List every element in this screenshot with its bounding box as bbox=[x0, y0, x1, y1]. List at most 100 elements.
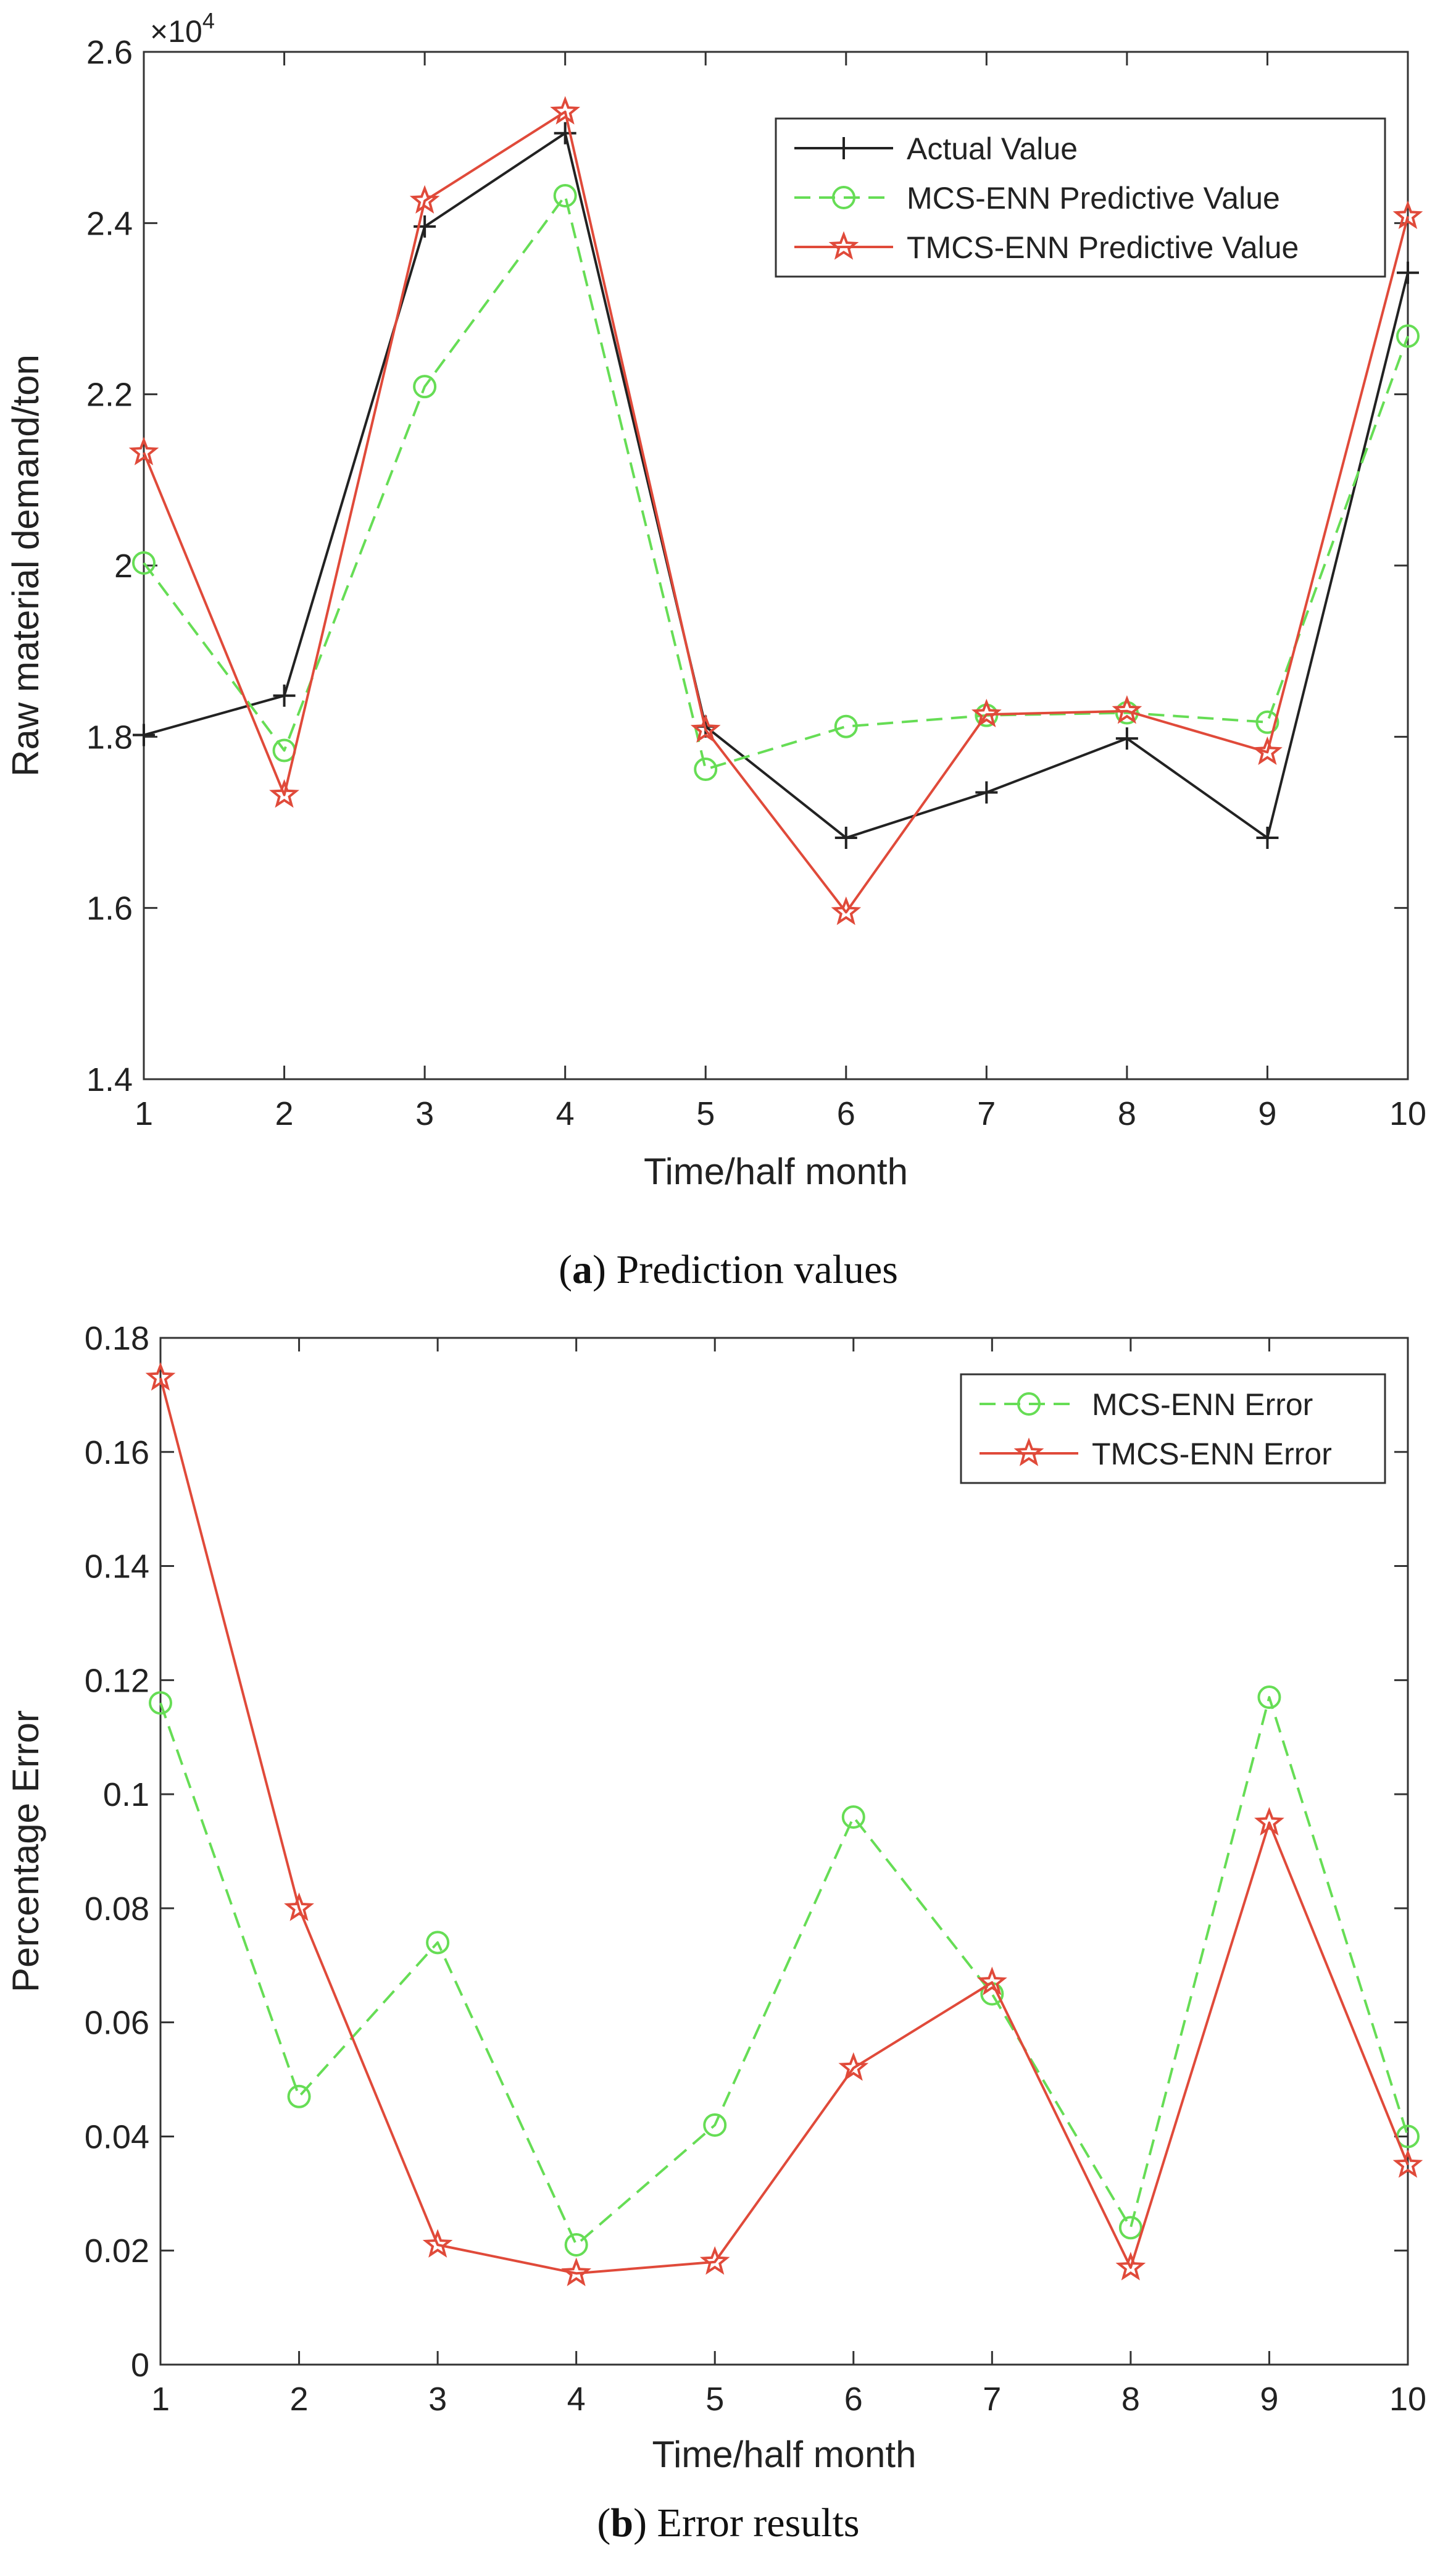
point-b-0-4 bbox=[564, 2232, 588, 2257]
series-line-a-0 bbox=[143, 132, 1409, 839]
point-b-1-7 bbox=[976, 1966, 1007, 1995]
y-tick-label-b-0.02: 0.02 bbox=[85, 2232, 149, 2270]
point-a-1-1 bbox=[132, 551, 156, 575]
series-line-b-0 bbox=[159, 1696, 1409, 2246]
point-a-2-9 bbox=[1252, 736, 1283, 766]
point-b-0-3 bbox=[426, 1931, 450, 1955]
x-tick-label-b-5: 5 bbox=[705, 2381, 724, 2418]
y-tick-label-a-1.6: 1.6 bbox=[86, 890, 133, 927]
x-tick-label-b-2: 2 bbox=[290, 2381, 309, 2418]
point-b-1-10 bbox=[1392, 2149, 1423, 2178]
y-tick-label-a-2.4: 2.4 bbox=[86, 205, 133, 242]
point-b-1-5 bbox=[699, 2246, 730, 2275]
x-tick-label-b-8: 8 bbox=[1121, 2381, 1140, 2418]
x-tick-label-b-4: 4 bbox=[567, 2381, 586, 2418]
series-line-b-1 bbox=[159, 1377, 1409, 2275]
y-axis-label-a: Raw material demand/ton bbox=[5, 354, 46, 777]
legend-label-b-0: MCS-ENN Error bbox=[1092, 1387, 1313, 1422]
y-tick-label-b-0.1: 0.1 bbox=[103, 1776, 149, 1813]
legend-a: Actual Value MCS-ENN Predictive Value TMCS… bbox=[775, 117, 1386, 278]
point-a-2-1 bbox=[128, 436, 159, 466]
caption-b: (b) Error results bbox=[597, 2500, 859, 2546]
x-tick-label-b-3: 3 bbox=[428, 2381, 447, 2418]
y-tick-label-b-0.14: 0.14 bbox=[85, 1548, 149, 1585]
plot-area-b: 1 2 3 4 5 6 7 8 9 10 0 0.02 0.04 0.06 0.08 0.1 0.12 0.14 0… bbox=[5, 1320, 1426, 2475]
x-tick-label-a-8: 8 bbox=[1118, 1095, 1136, 1132]
point-a-2-4 bbox=[550, 96, 581, 125]
x-tick-label-a-6: 6 bbox=[837, 1095, 855, 1132]
point-a-0-8 bbox=[1115, 727, 1138, 750]
point-b-0-9 bbox=[1257, 1685, 1281, 1710]
y-tick-label-a-2: 2 bbox=[114, 548, 133, 585]
point-a-2-6 bbox=[831, 896, 862, 925]
y-tick-label-b-0.04: 0.04 bbox=[85, 2118, 149, 2155]
x-tick-label-a-10: 10 bbox=[1389, 1095, 1426, 1132]
point-b-1-8 bbox=[1115, 2252, 1146, 2281]
point-a-1-9 bbox=[1255, 710, 1279, 734]
y-tick-label-b-0.06: 0.06 bbox=[85, 2005, 149, 2042]
point-a-0-4 bbox=[554, 122, 576, 144]
point-b-0-6 bbox=[841, 1805, 865, 1829]
y-tick-label-a-1.4: 1.4 bbox=[86, 1061, 133, 1098]
x-tick-label-a-1: 1 bbox=[135, 1095, 153, 1132]
point-a-1-4 bbox=[553, 183, 577, 207]
legend-marker-b-1 bbox=[1013, 1437, 1044, 1466]
x-tick-label-b-9: 9 bbox=[1260, 2381, 1278, 2418]
point-a-2-3 bbox=[409, 185, 440, 214]
point-b-0-2 bbox=[287, 2084, 311, 2108]
point-a-1-10 bbox=[1396, 324, 1420, 348]
point-b-1-3 bbox=[422, 2229, 453, 2258]
y-tick-label-b-0.16: 0.16 bbox=[85, 1434, 149, 1471]
caption-a: (a) Prediction values bbox=[559, 1247, 898, 1292]
point-a-0-9 bbox=[1256, 826, 1279, 849]
legend-label-b-1: TMCS-ENN Error bbox=[1092, 1437, 1332, 1471]
x-axis-label-b: Time/half month bbox=[652, 2434, 917, 2475]
legend-marker-b-0 bbox=[1017, 1392, 1041, 1416]
point-a-0-1 bbox=[133, 724, 155, 746]
point-b-1-6 bbox=[838, 2052, 869, 2081]
point-b-1-2 bbox=[284, 1892, 314, 1921]
x-tick-label-b-10: 10 bbox=[1389, 2381, 1426, 2418]
y-tick-label-b-0.18: 0.18 bbox=[85, 1320, 149, 1357]
legend-b: MCS-ENN Error TMCS-ENN Error bbox=[960, 1373, 1386, 1484]
axes-box-b bbox=[159, 1337, 1409, 2366]
point-a-0-10 bbox=[1397, 261, 1419, 284]
x-tick-label-a-7: 7 bbox=[977, 1095, 996, 1132]
legend-marker-a-2 bbox=[828, 231, 859, 260]
point-a-0-7 bbox=[975, 781, 998, 804]
point-a-0-6 bbox=[834, 826, 857, 849]
x-tick-label-b-1: 1 bbox=[151, 2381, 170, 2418]
legend-box-b bbox=[960, 1373, 1386, 1484]
x-tick-label-b-6: 6 bbox=[844, 2381, 863, 2418]
y-axis-label-b: Percentage Error bbox=[5, 1710, 46, 1992]
x-tick-label-a-9: 9 bbox=[1258, 1095, 1276, 1132]
point-a-2-2 bbox=[269, 779, 299, 808]
x-tick-label-a-2: 2 bbox=[275, 1095, 294, 1132]
point-b-1-4 bbox=[561, 2257, 592, 2286]
point-b-0-1 bbox=[149, 1691, 172, 1715]
legend-marker-a-1 bbox=[832, 186, 855, 209]
x-tick-label-a-3: 3 bbox=[415, 1095, 434, 1132]
legend-label-a-1: MCS-ENN Predictive Value bbox=[907, 181, 1280, 215]
y-tick-label-b-0: 0 bbox=[131, 2347, 149, 2384]
series-line-a-2 bbox=[143, 111, 1409, 914]
legend-marker-a-0 bbox=[833, 137, 855, 159]
y-exponent-label: ×104 bbox=[150, 8, 215, 49]
legend-label-a-2: TMCS-ENN Predictive Value bbox=[907, 230, 1299, 265]
point-b-0-5 bbox=[703, 2113, 727, 2137]
point-a-1-8 bbox=[1115, 701, 1139, 725]
point-a-2-10 bbox=[1392, 200, 1423, 229]
point-b-1-1 bbox=[145, 1362, 176, 1391]
point-a-2-5 bbox=[690, 714, 721, 743]
x-tick-label-a-5: 5 bbox=[696, 1095, 715, 1132]
point-a-1-3 bbox=[413, 375, 437, 399]
point-a-2-7 bbox=[971, 698, 1002, 728]
y-tick-label-a-2.2: 2.2 bbox=[86, 377, 133, 414]
legend-label-a-0: Actual Value bbox=[907, 132, 1078, 166]
x-tick-label-a-4: 4 bbox=[556, 1095, 575, 1132]
point-b-0-8 bbox=[1118, 2216, 1142, 2240]
point-a-1-5 bbox=[694, 758, 718, 782]
x-tick-label-b-7: 7 bbox=[983, 2381, 1001, 2418]
point-a-0-3 bbox=[414, 215, 436, 238]
